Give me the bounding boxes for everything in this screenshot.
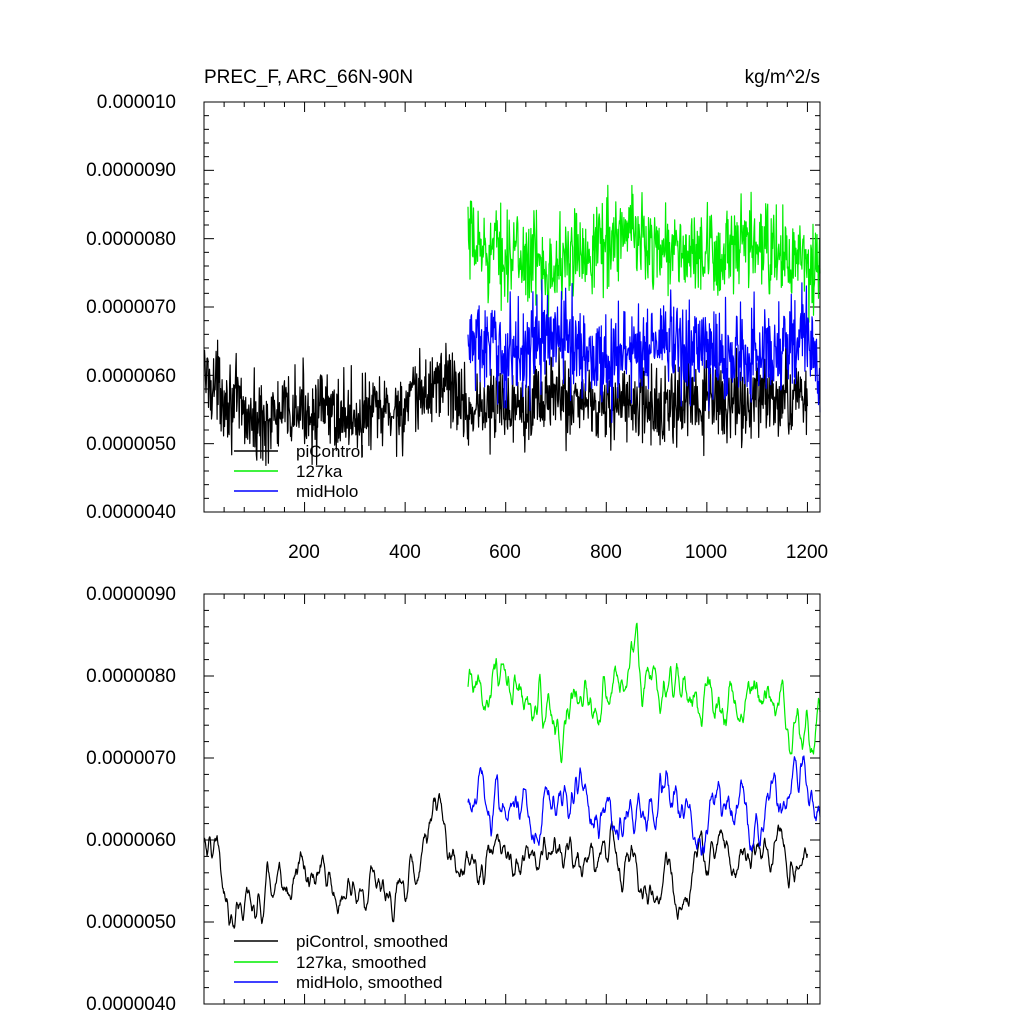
bottom-y-tick-label: 0.0000050 xyxy=(86,912,176,933)
legend-label-midholo: midHolo xyxy=(296,482,358,501)
top-y-tick-label: 0.0000040 xyxy=(86,502,176,523)
bottom-y-tick-labels: 0.0000040 0.0000050 0.0000060 0.0000070 … xyxy=(86,584,176,1015)
bottom-axis-ticks xyxy=(204,593,820,1005)
top-y-tick-label: 0.0000050 xyxy=(86,434,176,455)
bottom-y-tick-label: 0.0000070 xyxy=(86,748,176,769)
bottom-y-tick-label: 0.0000060 xyxy=(86,830,176,851)
top-y-tick-label: 0.0000060 xyxy=(86,366,176,387)
legend-label-midholo-smoothed: midHolo, smoothed xyxy=(296,973,442,992)
legend-label-picontrol: piControl xyxy=(296,442,364,461)
top-x-tick-label: 600 xyxy=(489,542,521,563)
top-x-tick-label: 400 xyxy=(389,542,421,563)
top-series-line-127ka xyxy=(467,184,821,323)
top-y-tick-label: 0.0000070 xyxy=(86,297,176,318)
top-y-tick-label: 0.0000090 xyxy=(86,160,176,181)
top-y-tick-label: 0.0000080 xyxy=(86,229,176,250)
bottom-y-tick-label: 0.0000040 xyxy=(86,994,176,1015)
top-x-tick-label: 800 xyxy=(590,542,622,563)
top-plot-frame xyxy=(203,101,821,513)
legend-label-127ka: 127ka xyxy=(296,462,343,481)
top-x-tick-label: 1000 xyxy=(685,542,727,563)
top-y-tick-labels: 0.0000040 0.0000050 0.0000060 0.0000070 … xyxy=(86,92,176,523)
bottom-series-line-midholo-smoothed xyxy=(467,755,821,856)
legend-label-127ka-smoothed: 127ka, smoothed xyxy=(296,953,426,972)
top-series-group xyxy=(203,184,821,466)
bottom-series-group xyxy=(203,622,821,929)
top-y-tick-label: 0.000010 xyxy=(97,92,176,113)
bottom-panel: 0.0000040 0.0000050 0.0000060 0.0000070 … xyxy=(86,584,821,1015)
legend-label-picontrol-smoothed: piControl, smoothed xyxy=(296,932,448,951)
bottom-series-line-127ka-smoothed xyxy=(467,622,821,764)
top-chart-title: PREC_F, ARC_66N-90N xyxy=(204,67,413,88)
bottom-series-line-picontrol-smoothed xyxy=(203,792,808,929)
top-chart-units: kg/m^2/s xyxy=(745,67,820,88)
top-x-tick-labels: 200 400 600 800 1000 1200 xyxy=(288,542,828,563)
top-legend: piControl 127ka midHolo xyxy=(234,442,364,501)
top-series-line-midholo xyxy=(467,279,821,424)
bottom-legend: piControl, smoothed 127ka, smoothed midH… xyxy=(234,932,448,992)
bottom-plot-frame xyxy=(203,593,821,1005)
bottom-y-tick-label: 0.0000090 xyxy=(86,584,176,605)
top-panel: PREC_F, ARC_66N-90N kg/m^2/s 0.0000040 0… xyxy=(86,67,828,563)
top-x-tick-label: 1200 xyxy=(786,542,828,563)
top-x-tick-label: 200 xyxy=(288,542,320,563)
bottom-y-tick-label: 0.0000080 xyxy=(86,666,176,687)
